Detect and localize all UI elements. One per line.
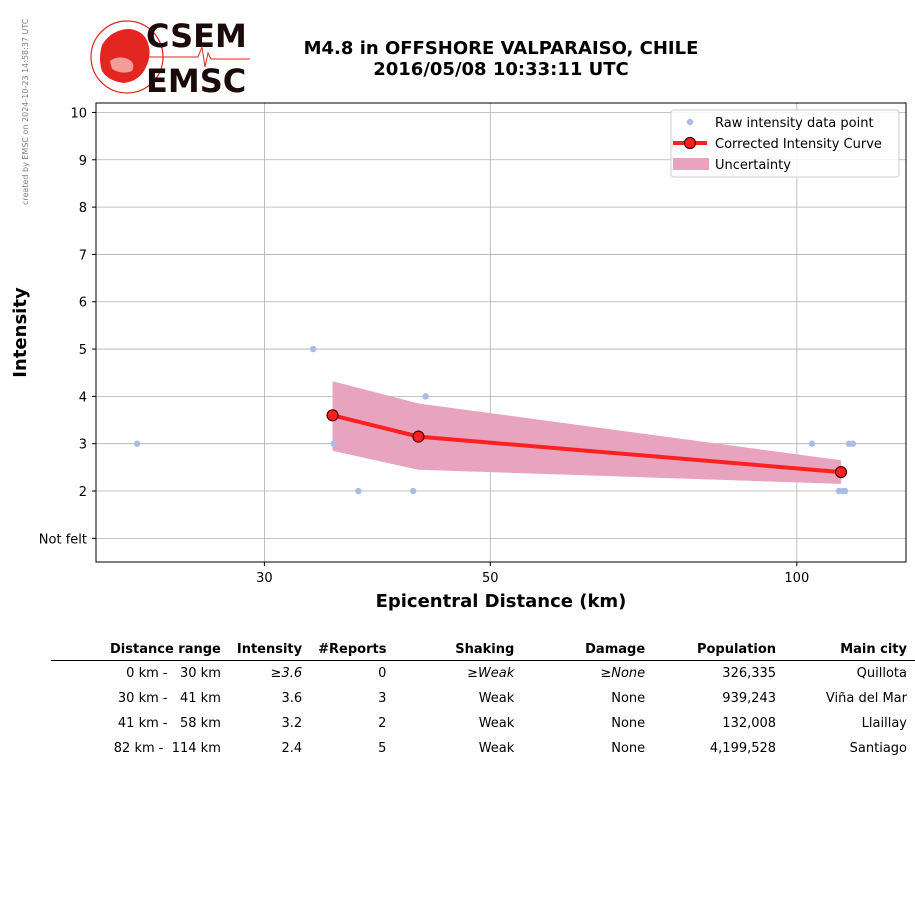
summary-table: Distance range Intensity #Reports Shaking Da… xyxy=(51,640,915,761)
raw-points xyxy=(133,345,857,495)
table-cell: Weak xyxy=(478,691,515,706)
legend-label-0: Raw intensity data point xyxy=(715,116,874,131)
table-body: 0 km - 30 km ≥3.6 0 ≥Weak ≥None 326,335 Quillo… xyxy=(51,661,915,762)
table-cell: Viña del Mar xyxy=(825,691,907,706)
y-axis-ticks: Not felt 2 3 4 5 6 7 8 9 10 xyxy=(39,106,96,547)
legend: Raw intensity data point Corrected Intens… xyxy=(670,109,900,178)
intensity-chart: 30 50 100 Not felt 2 3 4 5 6 7 8 9 10 Epicentral Di… xyxy=(10,102,907,612)
table-cell: 30 km - 41 km xyxy=(117,691,221,706)
table-header-cell: Main city xyxy=(784,640,915,661)
x-axis-label: Epicentral Distance (km) xyxy=(376,591,627,612)
table-cell: 3.2 xyxy=(281,716,303,731)
title-line1: M4.8 in OFFSHORE VALPARAISO, CHILE xyxy=(303,38,699,59)
table-cell: 5 xyxy=(378,741,387,756)
raw-point-5 xyxy=(422,393,429,400)
legend-curve-marker xyxy=(683,136,697,150)
y-tick-label-6: 6 xyxy=(79,296,87,311)
legend-label-1: Corrected Intensity Curve xyxy=(715,137,882,152)
y-tick-label-5: 5 xyxy=(79,343,87,358)
grid-lines xyxy=(96,103,906,562)
x-tick-label-50: 50 xyxy=(482,571,499,586)
table-cell: ≥None xyxy=(600,666,646,681)
table-row: 41 km - 58 km 3.2 2 Weak None 132,008 Llaillay xyxy=(51,711,915,736)
curve-point-1 xyxy=(412,430,425,443)
table-header-row: Distance range Intensity #Reports Shaking Da… xyxy=(51,640,915,661)
table-header-cell: #Reports xyxy=(310,640,395,661)
corrected-curve xyxy=(326,409,848,479)
chart-title: M4.8 in OFFSHORE VALPARAISO, CHILE 2016/… xyxy=(270,38,732,80)
table-cell: 3 xyxy=(378,691,387,706)
table-header-cell: Intensity xyxy=(228,640,311,661)
table-cell: 41 km - 58 km xyxy=(117,716,221,731)
logo-line1: CSEM xyxy=(146,17,247,55)
table-cell: None xyxy=(611,741,646,756)
y-tick-label-1: Not felt xyxy=(39,532,87,547)
table-header-cell: Distance range xyxy=(51,640,229,661)
y-tick-label-3: 3 xyxy=(79,438,87,453)
table-row: 82 km - 114 km 2.4 5 Weak None 4,199,528 Santi… xyxy=(51,736,915,761)
table-cell: 0 xyxy=(378,666,387,681)
x-axis-ticks: 30 50 100 xyxy=(256,562,809,586)
y-tick-label-10: 10 xyxy=(70,106,87,121)
table-row: 30 km - 41 km 3.6 3 Weak None 939,243 Viña del… xyxy=(51,686,915,711)
raw-point-6 xyxy=(808,440,816,447)
table-header-cell: Shaking xyxy=(394,640,523,661)
table-cell: Llaillay xyxy=(861,716,907,731)
table-row: 0 km - 30 km ≥3.6 0 ≥Weak ≥None 326,335 Quillo… xyxy=(51,661,915,687)
table-cell: 0 km - 30 km xyxy=(126,666,221,681)
curve-point-2 xyxy=(834,465,848,479)
table-header-cell: Damage xyxy=(522,640,654,661)
raw-point-1 xyxy=(309,345,317,353)
y-tick-label-2: 2 xyxy=(79,485,87,500)
raw-point-9 xyxy=(841,487,849,495)
y-tick-label-9: 9 xyxy=(79,154,87,169)
y-tick-label-4: 4 xyxy=(79,390,87,405)
csem-emsc-logo: CSEM EMSC xyxy=(90,17,250,97)
table-cell: Weak xyxy=(478,716,515,731)
x-tick-label-30: 30 xyxy=(256,571,273,586)
uncertainty-band xyxy=(332,381,841,484)
legend-raw-marker xyxy=(686,118,694,126)
x-tick-label-100: 100 xyxy=(784,571,809,586)
table-cell: 3.6 xyxy=(281,691,303,706)
plot-frame xyxy=(95,102,907,563)
table-cell: 2.4 xyxy=(281,741,303,756)
raw-point-4 xyxy=(409,487,417,495)
legend-box xyxy=(670,109,900,178)
table-cell: Weak xyxy=(478,741,515,756)
uncertainty-area xyxy=(332,381,841,484)
raw-point-2 xyxy=(330,440,338,447)
table-cell: 2 xyxy=(378,716,387,731)
table-cell: Santiago xyxy=(849,741,907,756)
table-cell: None xyxy=(611,716,646,731)
raw-point-0 xyxy=(133,440,141,447)
title-line2: 2016/05/08 10:33:11 UTC xyxy=(373,59,629,80)
table-cell: 132,008 xyxy=(722,716,777,731)
y-tick-label-7: 7 xyxy=(79,248,87,263)
raw-point-11 xyxy=(849,440,857,447)
y-axis-label: Intensity xyxy=(10,287,31,378)
table-cell: ≥Weak xyxy=(467,666,515,681)
logo-line2: EMSC xyxy=(146,62,246,97)
curve-point-0 xyxy=(326,409,339,422)
table-cell: ≥3.6 xyxy=(270,666,303,681)
legend-label-2: Uncertainty xyxy=(715,158,791,173)
legend-band-swatch xyxy=(673,158,709,170)
y-tick-label-8: 8 xyxy=(79,201,87,216)
table-cell: Quillota xyxy=(856,666,907,681)
table-cell: 326,335 xyxy=(722,666,777,681)
table-cell: 82 km - 114 km xyxy=(113,741,221,756)
table-cell: 4,199,528 xyxy=(709,741,777,756)
raw-point-3 xyxy=(355,487,362,495)
table-header-cell: Population xyxy=(653,640,785,661)
table-cell: 939,243 xyxy=(722,691,777,706)
table-cell: None xyxy=(611,691,646,706)
